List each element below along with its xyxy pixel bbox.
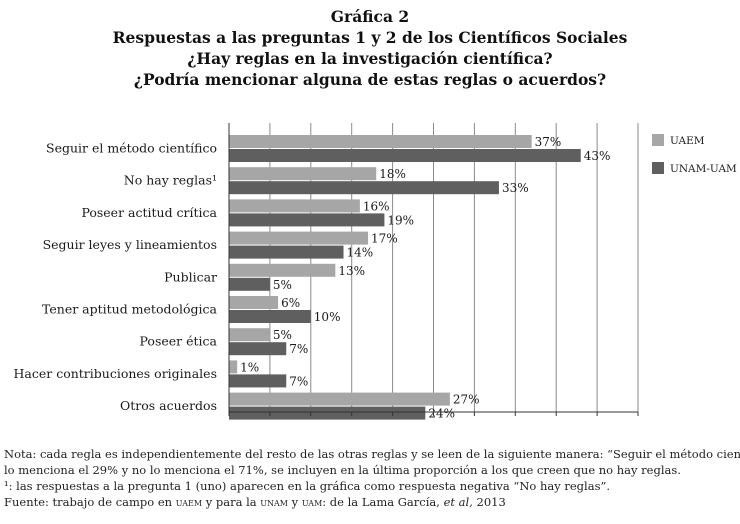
bar-uaem [229,328,270,342]
bar-unam-uam [229,181,499,195]
source-uam: uam [301,495,323,509]
value-labels: 37%43%18%33%16%19%17%14%13%5%6%10%5%7%1%… [240,135,610,421]
source-rest: : de la Lama García, [322,495,444,509]
bar-unam-uam [229,213,385,227]
value-label: 10% [314,310,341,324]
bar-uaem [229,231,369,245]
chart-subtitle: Respuestas a las preguntas 1 y 2 de los … [112,28,628,47]
chart-question-1: ¿Hay reglas en la investigación científi… [187,49,553,68]
chart-notes: Nota: cada regla es independientemente d… [4,446,740,510]
category-label: Publicar [164,269,217,284]
bar-unam-uam [229,406,426,420]
bar-uaem [229,392,450,406]
legend: UAEM UNAM-UAM [652,134,737,175]
source-year: 2013 [472,495,506,509]
value-label: 5% [273,278,292,292]
source-prefix: Fuente: trabajo de campo en [4,495,176,509]
value-label: 37% [535,135,562,149]
value-label: 16% [363,199,390,213]
source-etal: et al, [443,495,473,509]
note-line-2: lo menciona el 29% y no lo menciona el 7… [4,463,681,477]
bar-chart: Seguir el método científico No hay reglas… [14,123,737,421]
legend-swatch [652,134,664,146]
note-footnote: ¹: las respuestas a la pregunta 1 (uno) … [4,479,611,493]
value-label: 6% [281,296,300,310]
legend-label: UAEM [670,135,705,147]
value-label: 5% [273,328,292,342]
bar-unam-uam [229,277,270,291]
bar-uaem [229,296,279,309]
value-label: 43% [584,149,611,163]
note-line-1: Nota: cada regla es independientemente d… [4,447,740,461]
value-label: 14% [347,246,374,260]
source-line: Fuente: trabajo de campo en uaem y para … [4,494,738,510]
value-label: 17% [371,232,398,246]
bar-unam-uam [229,342,287,356]
axes [228,123,639,416]
bar-uaem [229,135,532,148]
value-label: 33% [502,181,529,195]
chart-title: Gráfica 2 [330,7,410,26]
value-label: 24% [428,407,455,421]
source-uaem: uaem [175,495,203,509]
bar-uaem [229,167,377,181]
chart-question-2: ¿Podría mencionar alguna de estas reglas… [133,70,607,89]
bar-uaem [229,360,238,374]
bar-uaem [229,263,336,277]
category-label: Hacer contribuciones originales [14,366,218,381]
source-y: y [288,495,302,509]
category-label: Tener aptitud metodológica [42,302,218,317]
category-label: Poseer ética [140,334,218,349]
value-label: 1% [240,360,259,374]
legend-swatch [652,162,664,174]
source-unam: unam [260,495,288,509]
bar-unam-uam [229,149,581,162]
bar-unam-uam [229,245,344,259]
category-label: No hay reglas¹ [124,173,217,188]
value-label: 27% [453,393,480,407]
bar-unam-uam [229,374,287,388]
bars [229,135,581,420]
grid-lines [269,123,639,412]
value-label: 7% [289,374,308,388]
value-label: 7% [289,342,308,356]
value-label: 19% [387,213,414,227]
value-label: 18% [379,167,406,181]
category-label: Seguir el método científico [46,141,217,156]
chart-title-block: Gráfica 2 Respuestas a las preguntas 1 y… [0,6,740,90]
bar-uaem [229,199,360,213]
bar-unam-uam [229,310,311,323]
legend-label: UNAM-UAM [670,163,737,175]
value-label: 13% [338,264,365,278]
category-labels: Seguir el método científico No hay reglas… [14,141,218,414]
category-label: Otros acuerdos [120,398,217,413]
source-mid: y para la [202,495,261,509]
category-label: Poseer actitud crítica [81,205,217,220]
category-label: Seguir leyes y lineamientos [43,237,217,252]
